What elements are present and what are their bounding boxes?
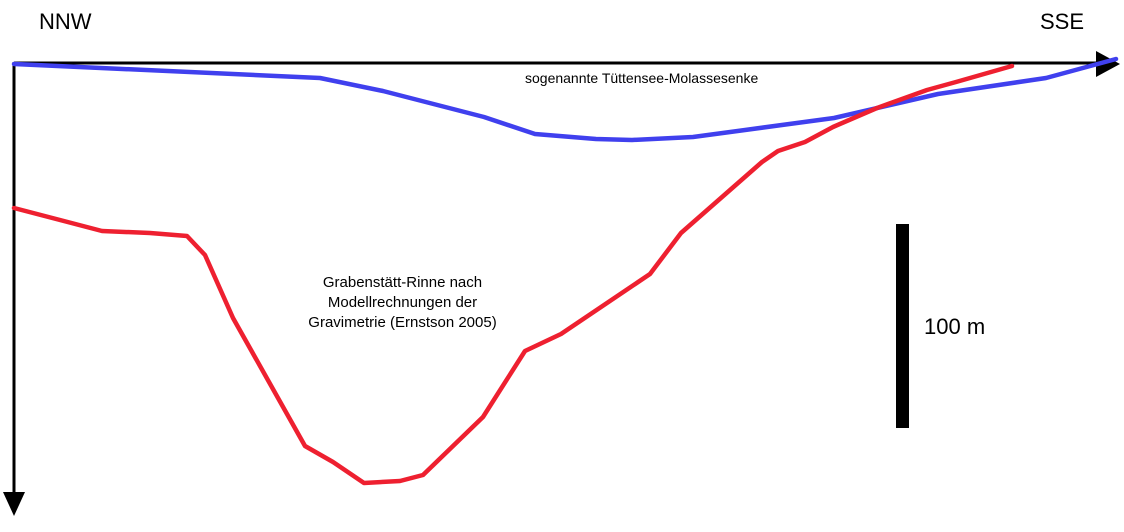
grabenstaett-label-line-1: Grabenstätt-Rinne nach: [322, 274, 483, 291]
scale-bar-label: 100 m: [924, 314, 986, 339]
surface-axis-arrowhead: [1096, 51, 1120, 77]
grabenstaett-channel-label: Grabenstätt-Rinne nach Modellrechnungen …: [275, 273, 530, 333]
scale-bar: [896, 224, 909, 428]
grabenstaett-label-line-3: Gravimetrie (Ernstson 2005): [308, 314, 497, 331]
grabenstaett-channel-curve: [11, 63, 1015, 486]
tuettensee-basin-curve: [11, 56, 1119, 143]
direction-label-sse: SSE: [1040, 9, 1085, 34]
tuettensee-basin-label: sogenannte Tüttensee-Molassesenke: [525, 70, 759, 86]
direction-label-nnw: NNW: [39, 9, 92, 34]
depth-axis-arrowhead: [3, 492, 25, 516]
grabenstaett-label-line-2: Modellrechnungen der: [327, 294, 478, 311]
